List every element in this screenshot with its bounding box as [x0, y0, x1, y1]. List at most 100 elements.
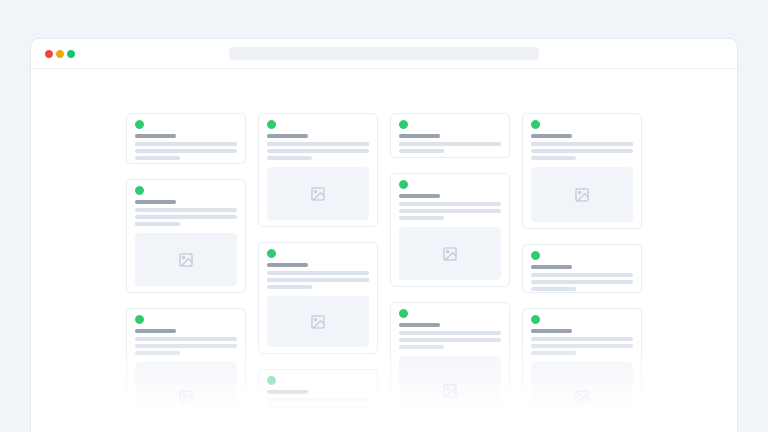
card-column-4 — [522, 113, 642, 432]
text-line-placeholder — [135, 222, 180, 226]
card[interactable] — [522, 308, 642, 432]
browser-titlebar — [31, 39, 737, 69]
image-placeholder — [267, 423, 369, 432]
image-icon — [311, 314, 325, 329]
text-line-placeholder — [267, 271, 369, 275]
text-line-placeholder — [531, 287, 576, 291]
image-icon — [575, 389, 589, 404]
card[interactable] — [126, 179, 246, 293]
title-placeholder — [267, 390, 308, 394]
title-placeholder — [135, 329, 176, 333]
status-dot-icon — [135, 315, 144, 324]
card[interactable] — [258, 369, 378, 432]
status-dot-icon — [267, 376, 276, 385]
status-dot-icon — [135, 186, 144, 195]
text-line-placeholder — [531, 142, 633, 146]
text-line-placeholder — [135, 337, 237, 341]
card-column-1 — [126, 113, 246, 432]
text-line-placeholder — [399, 142, 501, 146]
title-placeholder — [135, 200, 176, 204]
text-line-placeholder — [399, 149, 444, 153]
title-placeholder — [531, 265, 572, 269]
status-dot-icon — [267, 120, 276, 129]
image-icon — [179, 252, 193, 267]
image-placeholder — [267, 296, 369, 347]
title-placeholder — [267, 134, 308, 138]
title-placeholder — [267, 263, 308, 267]
status-dot-icon — [531, 315, 540, 324]
text-line-placeholder — [531, 344, 633, 348]
text-line-placeholder — [531, 337, 633, 341]
text-line-placeholder — [267, 285, 312, 289]
url-bar[interactable] — [229, 47, 539, 60]
card[interactable] — [390, 173, 510, 287]
window-controls — [45, 49, 75, 58]
image-placeholder — [135, 233, 237, 286]
image-placeholder — [135, 362, 237, 431]
card[interactable] — [390, 302, 510, 432]
text-line-placeholder — [135, 351, 180, 355]
card-column-2 — [258, 113, 378, 432]
card[interactable] — [126, 113, 246, 164]
text-line-placeholder — [267, 278, 369, 282]
text-line-placeholder — [531, 280, 633, 284]
text-line-placeholder — [399, 345, 444, 349]
title-placeholder — [135, 134, 176, 138]
text-line-placeholder — [531, 273, 633, 277]
close-button[interactable] — [45, 49, 53, 58]
card[interactable] — [522, 244, 642, 293]
title-placeholder — [531, 329, 572, 333]
text-line-placeholder — [399, 209, 501, 213]
status-dot-icon — [531, 120, 540, 129]
text-line-placeholder — [267, 412, 312, 416]
browser-window — [30, 38, 738, 432]
card[interactable] — [126, 308, 246, 432]
card-grid — [31, 69, 737, 432]
image-icon — [575, 187, 589, 202]
title-placeholder — [399, 323, 440, 327]
text-line-placeholder — [399, 331, 501, 335]
text-line-placeholder — [135, 156, 180, 160]
text-line-placeholder — [267, 405, 369, 409]
status-dot-icon — [399, 309, 408, 318]
status-dot-icon — [531, 251, 540, 260]
window-content — [31, 69, 737, 432]
image-placeholder — [531, 362, 633, 431]
title-placeholder — [531, 134, 572, 138]
text-line-placeholder — [531, 351, 576, 355]
minimize-button[interactable] — [56, 49, 64, 58]
status-dot-icon — [399, 120, 408, 129]
text-line-placeholder — [135, 149, 237, 153]
image-placeholder — [399, 356, 501, 425]
status-dot-icon — [267, 249, 276, 258]
text-line-placeholder — [399, 216, 444, 220]
image-icon — [179, 389, 193, 404]
text-line-placeholder — [135, 215, 237, 219]
image-placeholder — [399, 227, 501, 280]
card-column-3 — [390, 113, 510, 432]
text-line-placeholder — [531, 156, 576, 160]
image-icon — [311, 186, 325, 201]
text-line-placeholder — [399, 202, 501, 206]
image-placeholder — [267, 167, 369, 220]
text-line-placeholder — [135, 344, 237, 348]
text-line-placeholder — [399, 338, 501, 342]
status-dot-icon — [135, 120, 144, 129]
text-line-placeholder — [267, 149, 369, 153]
maximize-button[interactable] — [67, 49, 75, 58]
card[interactable] — [522, 113, 642, 229]
card[interactable] — [390, 113, 510, 158]
text-line-placeholder — [135, 208, 237, 212]
status-dot-icon — [399, 180, 408, 189]
image-icon — [443, 383, 457, 398]
text-line-placeholder — [267, 156, 312, 160]
text-line-placeholder — [135, 142, 237, 146]
image-placeholder — [531, 167, 633, 222]
image-icon — [443, 246, 457, 261]
card[interactable] — [258, 113, 378, 227]
card[interactable] — [258, 242, 378, 354]
title-placeholder — [399, 194, 440, 198]
text-line-placeholder — [531, 149, 633, 153]
text-line-placeholder — [267, 142, 369, 146]
text-line-placeholder — [267, 398, 369, 402]
